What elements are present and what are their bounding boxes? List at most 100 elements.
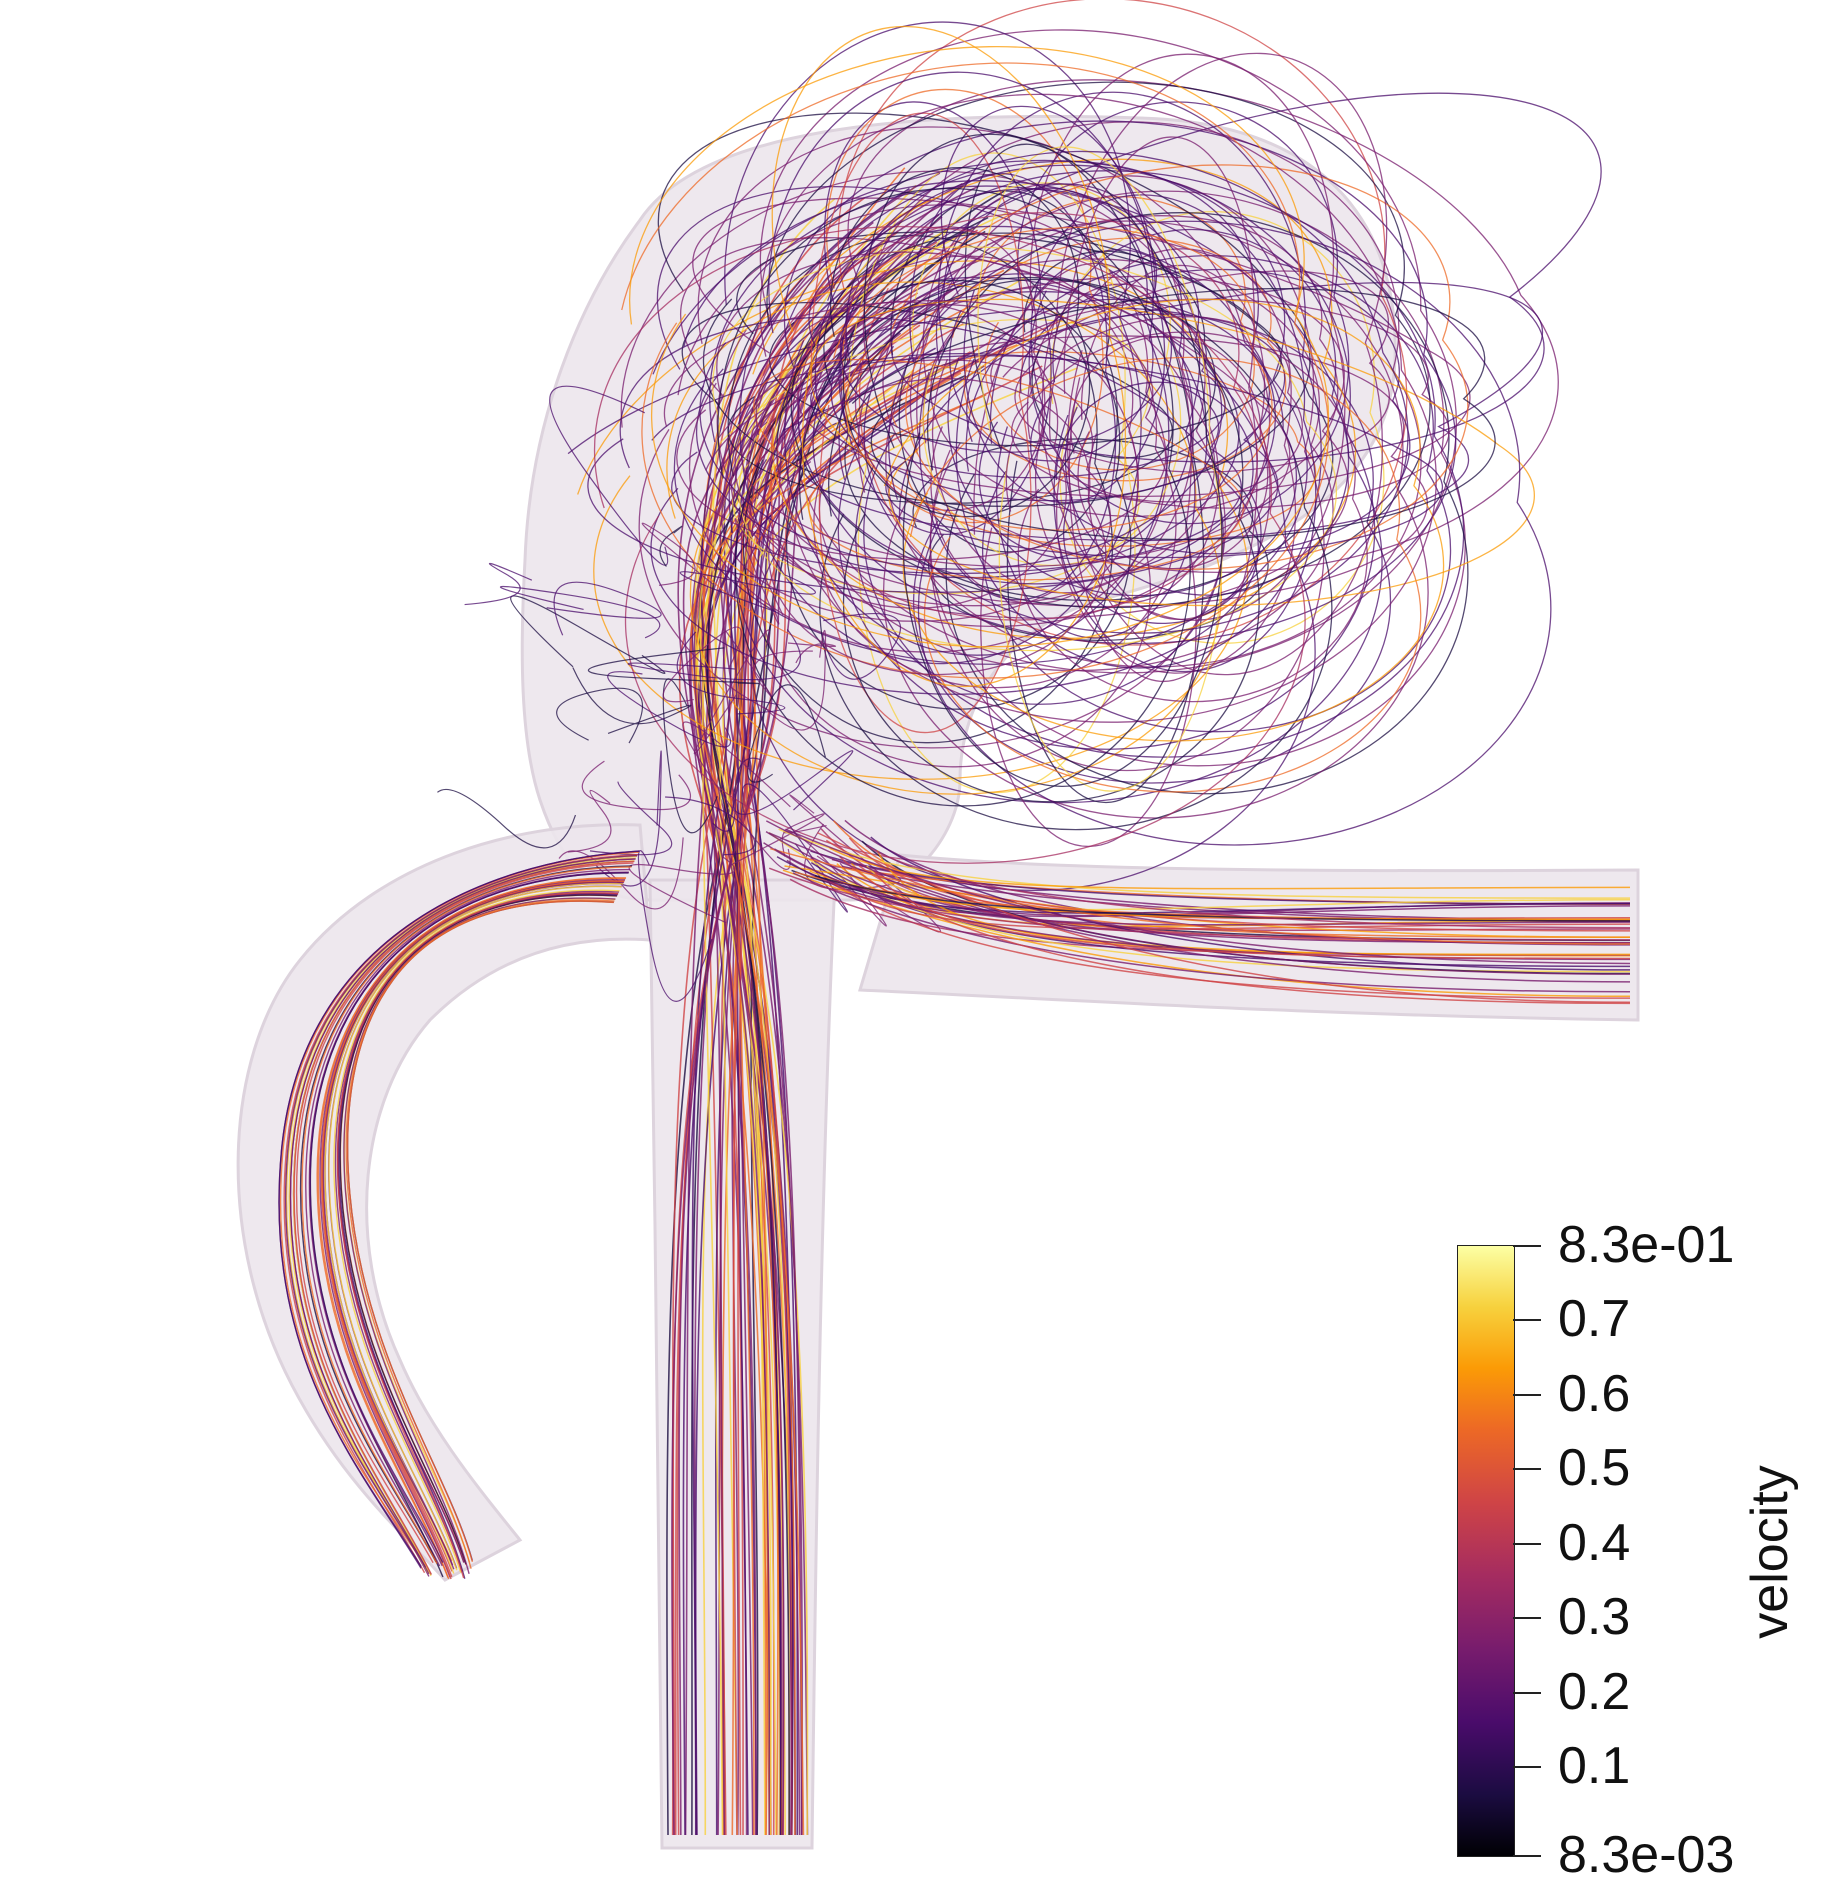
colorbar-tick [1513,1245,1541,1247]
streamline [909,172,1117,601]
streamline [866,865,1631,911]
streamline [682,721,791,870]
streamline [768,832,1631,983]
streamline [870,836,1631,971]
streamline [295,862,634,1564]
streamline [1056,52,1388,676]
streamline [691,262,881,1836]
streamline [911,182,1182,567]
streamline [865,844,1631,929]
colorbar-tick [1513,1692,1541,1694]
streamline [437,788,577,849]
streamline [659,525,683,567]
streamline [1030,194,1317,673]
streamline [683,180,1223,570]
streamline [322,881,624,1566]
streamline [556,687,644,744]
streamline [810,850,1631,905]
streamline [862,121,1422,668]
streamline [627,629,801,681]
streamline [821,612,902,680]
streamline [990,298,1450,509]
streamline [693,629,771,755]
streamline [728,276,1316,892]
colorbar-tick [1513,1543,1541,1545]
streamline [717,318,1150,595]
streamline [810,298,1535,607]
streamline [637,850,713,1002]
colorbar-tick [1513,1855,1541,1857]
streamline [301,866,632,1564]
streamline [883,298,1445,742]
streamline [847,79,1559,573]
streamline [768,71,1170,656]
streamline [345,899,615,1569]
streamline [619,316,1259,695]
streamline [792,872,1631,993]
streamline [844,226,1046,512]
streamline [851,288,1496,541]
streamline [768,867,1631,941]
streamline [293,860,635,1575]
streamline [662,626,742,703]
streamline [725,630,813,697]
colorbar-min-label: 8.3e-03 [1558,1826,1735,1884]
colorbar-tick-label: 0.1 [1558,1737,1631,1795]
streamline [665,796,756,856]
streamline [629,45,1330,648]
streamline [607,671,731,748]
streamline [346,900,614,1562]
streamline [581,760,691,811]
streamline [621,62,1330,679]
streamline [826,291,1226,479]
colorbar-max-label: 8.3e-01 [1558,1216,1735,1274]
streamline [756,377,1107,676]
streamline [776,279,1132,710]
streamline [783,120,1457,645]
colorbar-tick-label: 0.4 [1558,1514,1631,1572]
streamline [278,850,640,1569]
streamline [316,877,627,1578]
streamline [628,856,736,924]
streamline [888,220,1552,846]
colorbar-tick [1513,1394,1541,1396]
streamline [940,105,1166,504]
colorbar-tick-label: 0.5 [1558,1439,1631,1497]
streamline [710,335,1018,1836]
streamline [845,150,1409,634]
streamline [284,854,638,1568]
streamline [1005,331,1368,703]
colorbar-tick-label: 0.6 [1558,1365,1631,1423]
streamline [309,872,629,1563]
colorbar-title: velocity [1741,1465,1799,1639]
streamline [712,757,761,832]
streamline [890,190,1118,553]
streamline [863,133,1223,787]
streamline [663,300,1167,561]
streamline [869,92,1602,463]
streamline [916,175,1325,772]
streamline [595,750,662,887]
streamline [765,820,1631,975]
streamline [546,581,662,636]
streamline [338,893,618,1579]
streamline [759,93,1437,723]
streamline [810,112,1032,734]
streamline [705,359,1112,622]
streamline [712,246,1338,652]
streamline [765,831,1631,944]
streamline [747,684,826,783]
streamline [787,642,836,664]
streamline [1063,136,1258,683]
streamline [909,356,1422,793]
streamline [814,164,1376,750]
streamline [716,251,1216,607]
streamline [750,190,1005,1836]
streamline [719,185,979,1836]
streamline [680,237,1291,568]
streamline [778,828,1631,899]
streamline [1028,316,1303,503]
streamline [676,631,786,715]
streamline [679,571,817,613]
